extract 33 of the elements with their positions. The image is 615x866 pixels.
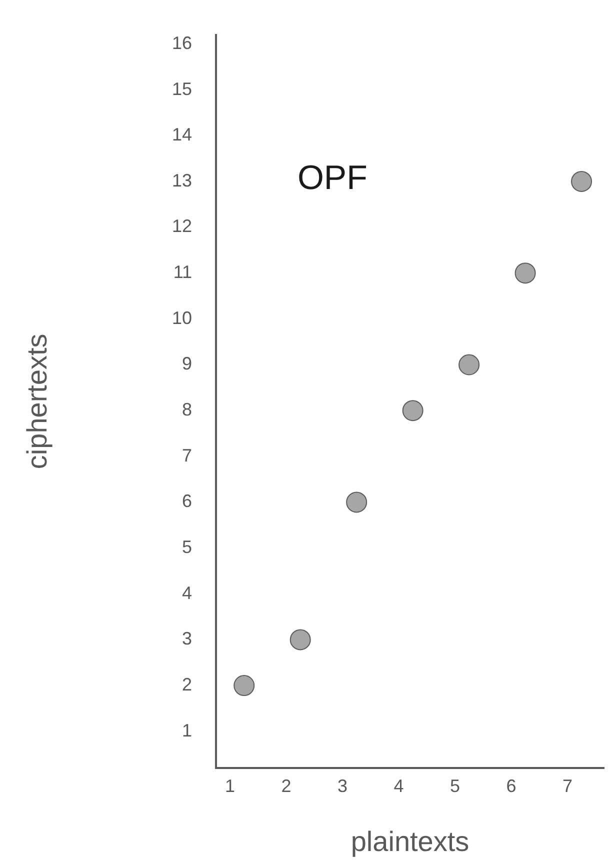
y-tick-label: 13: [172, 170, 192, 190]
y-tick-label: 4: [182, 582, 192, 603]
point: [458, 354, 480, 376]
y-tick-label: 12: [172, 216, 192, 236]
y-tick-label: 16: [172, 32, 192, 53]
point: [402, 400, 424, 422]
x-axis-title: plaintexts: [350, 826, 470, 857]
y-tick-label: 2: [182, 674, 192, 694]
x-tick-label: 5: [450, 776, 460, 796]
point: [290, 629, 311, 650]
y-tick-label: 3: [182, 628, 192, 649]
x-tick-label: 6: [506, 776, 516, 796]
y-axis-title: ciphertexts: [22, 334, 53, 470]
annotation: OPF: [297, 159, 368, 198]
y-tick-label: 15: [172, 78, 192, 99]
point: [514, 262, 536, 284]
y-tick-label: 11: [173, 262, 192, 282]
y-tick-label: 1: [182, 720, 192, 740]
point: [571, 170, 592, 192]
y-tick-label: 10: [172, 308, 192, 328]
x-tick-label: 4: [394, 776, 404, 796]
x-tick-label: 3: [338, 776, 348, 796]
y-tick-label: 9: [182, 354, 192, 374]
x-tick-label: 1: [225, 776, 236, 796]
point: [234, 675, 255, 696]
x-tick-label: 7: [562, 776, 572, 796]
y-tick-label: 5: [182, 537, 192, 558]
x-tick-label: 2: [281, 776, 292, 796]
y-tick-label: 8: [182, 400, 192, 420]
y-tick-label: 14: [172, 124, 192, 145]
y-tick-label: 7: [182, 445, 192, 466]
point: [346, 492, 368, 513]
y-tick-label: 6: [182, 491, 192, 512]
